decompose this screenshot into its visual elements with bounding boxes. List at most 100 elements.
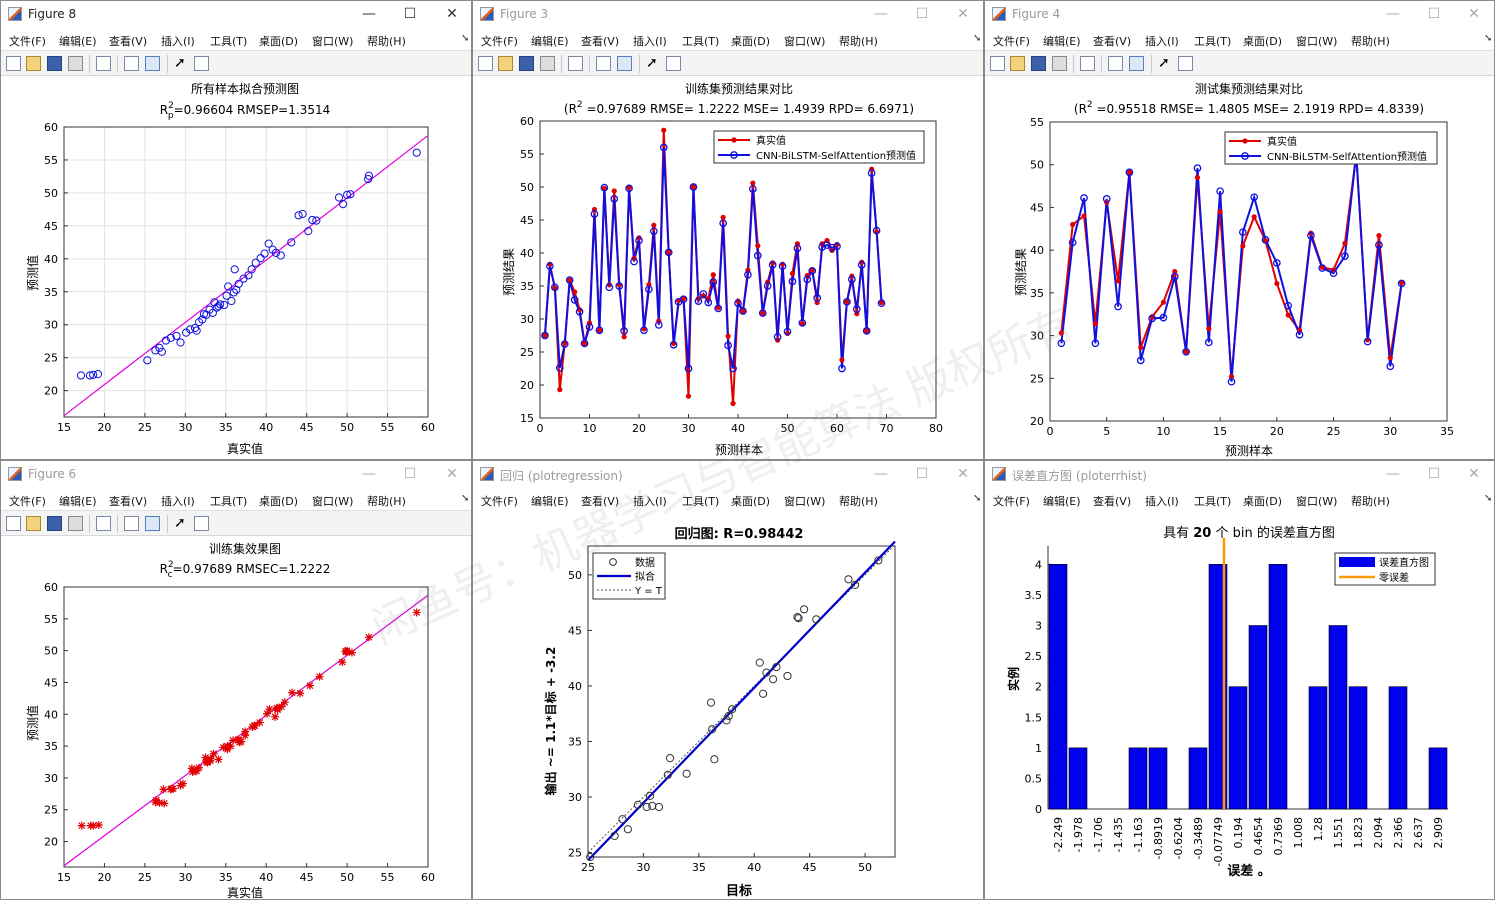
menu-tools[interactable]: 工具(T) — [1194, 495, 1232, 508]
colorbar-icon[interactable] — [124, 56, 139, 71]
menu-help[interactable]: 帮助(H) — [367, 495, 406, 508]
print-icon[interactable] — [1052, 56, 1067, 71]
menu-edit[interactable]: 编辑(E) — [531, 35, 569, 48]
menu-view[interactable]: 查看(V) — [109, 35, 148, 48]
minimize-button[interactable]: — — [874, 466, 888, 482]
menu-insert[interactable]: 插入(I) — [633, 35, 667, 48]
menu-edit[interactable]: 编辑(E) — [1043, 495, 1081, 508]
menu-view[interactable]: 查看(V) — [581, 35, 620, 48]
menu-desktop[interactable]: 桌面(D) — [731, 495, 771, 508]
new-figure-icon[interactable] — [990, 56, 1005, 71]
link-plot-icon[interactable] — [96, 56, 111, 71]
pointer-icon[interactable]: ➚ — [1158, 55, 1170, 71]
save-icon[interactable] — [47, 516, 62, 531]
menu-tools[interactable]: 工具(T) — [210, 35, 248, 48]
print-icon[interactable] — [68, 56, 83, 71]
colorbar-icon[interactable] — [1108, 56, 1123, 71]
menu-edit[interactable]: 编辑(E) — [59, 35, 97, 48]
menu-file[interactable]: 文件(F) — [9, 495, 46, 508]
title-bar[interactable]: 回归 (plotregression) — ☐ ✕ — [473, 461, 983, 488]
menu-window[interactable]: 窗口(W) — [784, 495, 826, 508]
legend-icon[interactable] — [145, 516, 160, 531]
minimize-button[interactable]: — — [362, 466, 376, 482]
property-inspector-icon[interactable] — [194, 56, 209, 71]
pointer-icon[interactable]: ➚ — [646, 55, 658, 71]
menu-overflow-icon[interactable]: ➘ — [973, 493, 982, 504]
colorbar-icon[interactable] — [596, 56, 611, 71]
menu-view[interactable]: 查看(V) — [109, 495, 148, 508]
menu-desktop[interactable]: 桌面(D) — [1243, 495, 1283, 508]
menu-edit[interactable]: 编辑(E) — [1043, 35, 1081, 48]
maximize-button[interactable]: ☐ — [915, 466, 929, 482]
menu-desktop[interactable]: 桌面(D) — [259, 35, 299, 48]
minimize-button[interactable]: — — [362, 6, 376, 22]
menu-insert[interactable]: 插入(I) — [633, 495, 667, 508]
menu-file[interactable]: 文件(F) — [993, 35, 1030, 48]
menu-help[interactable]: 帮助(H) — [839, 35, 878, 48]
close-button[interactable]: ✕ — [957, 466, 969, 482]
close-button[interactable]: ✕ — [1468, 466, 1480, 482]
menu-window[interactable]: 窗口(W) — [312, 35, 354, 48]
save-icon[interactable] — [519, 56, 534, 71]
menu-window[interactable]: 窗口(W) — [784, 35, 826, 48]
menu-help[interactable]: 帮助(H) — [367, 35, 406, 48]
close-button[interactable]: ✕ — [446, 466, 458, 482]
menu-help[interactable]: 帮助(H) — [1351, 495, 1390, 508]
menu-overflow-icon[interactable]: ➘ — [1484, 493, 1493, 504]
minimize-button[interactable]: — — [1386, 466, 1400, 482]
new-figure-icon[interactable] — [6, 56, 21, 71]
menu-desktop[interactable]: 桌面(D) — [731, 35, 771, 48]
open-file-icon[interactable] — [26, 516, 41, 531]
menu-edit[interactable]: 编辑(E) — [59, 495, 97, 508]
print-icon[interactable] — [540, 56, 555, 71]
pointer-icon[interactable]: ➚ — [174, 515, 186, 531]
save-icon[interactable] — [47, 56, 62, 71]
legend-icon[interactable] — [1129, 56, 1144, 71]
menu-desktop[interactable]: 桌面(D) — [259, 495, 299, 508]
maximize-button[interactable]: ☐ — [1427, 466, 1441, 482]
link-plot-icon[interactable] — [568, 56, 583, 71]
menu-file[interactable]: 文件(F) — [481, 35, 518, 48]
menu-insert[interactable]: 插入(I) — [161, 35, 195, 48]
property-inspector-icon[interactable] — [1178, 56, 1193, 71]
title-bar[interactable]: Figure 3 — ☐ ✕ — [473, 1, 983, 28]
maximize-button[interactable]: ☐ — [403, 466, 417, 482]
menu-help[interactable]: 帮助(H) — [839, 495, 878, 508]
menu-window[interactable]: 窗口(W) — [1296, 35, 1338, 48]
colorbar-icon[interactable] — [124, 516, 139, 531]
menu-tools[interactable]: 工具(T) — [682, 495, 720, 508]
print-icon[interactable] — [68, 516, 83, 531]
menu-tools[interactable]: 工具(T) — [210, 495, 248, 508]
menu-overflow-icon[interactable]: ➘ — [973, 33, 982, 44]
menu-view[interactable]: 查看(V) — [1093, 495, 1132, 508]
menu-overflow-icon[interactable]: ➘ — [461, 493, 470, 504]
legend-icon[interactable] — [617, 56, 632, 71]
pointer-icon[interactable]: ➚ — [174, 55, 186, 71]
legend-icon[interactable] — [145, 56, 160, 71]
maximize-button[interactable]: ☐ — [915, 6, 929, 22]
close-button[interactable]: ✕ — [957, 6, 969, 22]
maximize-button[interactable]: ☐ — [403, 6, 417, 22]
link-plot-icon[interactable] — [96, 516, 111, 531]
menu-edit[interactable]: 编辑(E) — [531, 495, 569, 508]
property-inspector-icon[interactable] — [666, 56, 681, 71]
title-bar[interactable]: Figure 6 — ☐ ✕ — [1, 461, 471, 488]
maximize-button[interactable]: ☐ — [1427, 6, 1441, 22]
menu-insert[interactable]: 插入(I) — [161, 495, 195, 508]
menu-window[interactable]: 窗口(W) — [1296, 495, 1338, 508]
menu-view[interactable]: 查看(V) — [1093, 35, 1132, 48]
menu-tools[interactable]: 工具(T) — [1194, 35, 1232, 48]
menu-insert[interactable]: 插入(I) — [1145, 35, 1179, 48]
menu-insert[interactable]: 插入(I) — [1145, 495, 1179, 508]
title-bar[interactable]: Figure 8 — ☐ ✕ — [1, 1, 471, 28]
save-icon[interactable] — [1031, 56, 1046, 71]
open-file-icon[interactable] — [26, 56, 41, 71]
new-figure-icon[interactable] — [6, 516, 21, 531]
close-button[interactable]: ✕ — [446, 6, 458, 22]
title-bar[interactable]: Figure 4 — ☐ ✕ — [985, 1, 1494, 28]
menu-view[interactable]: 查看(V) — [581, 495, 620, 508]
minimize-button[interactable]: — — [874, 6, 888, 22]
menu-file[interactable]: 文件(F) — [481, 495, 518, 508]
open-file-icon[interactable] — [498, 56, 513, 71]
link-plot-icon[interactable] — [1080, 56, 1095, 71]
